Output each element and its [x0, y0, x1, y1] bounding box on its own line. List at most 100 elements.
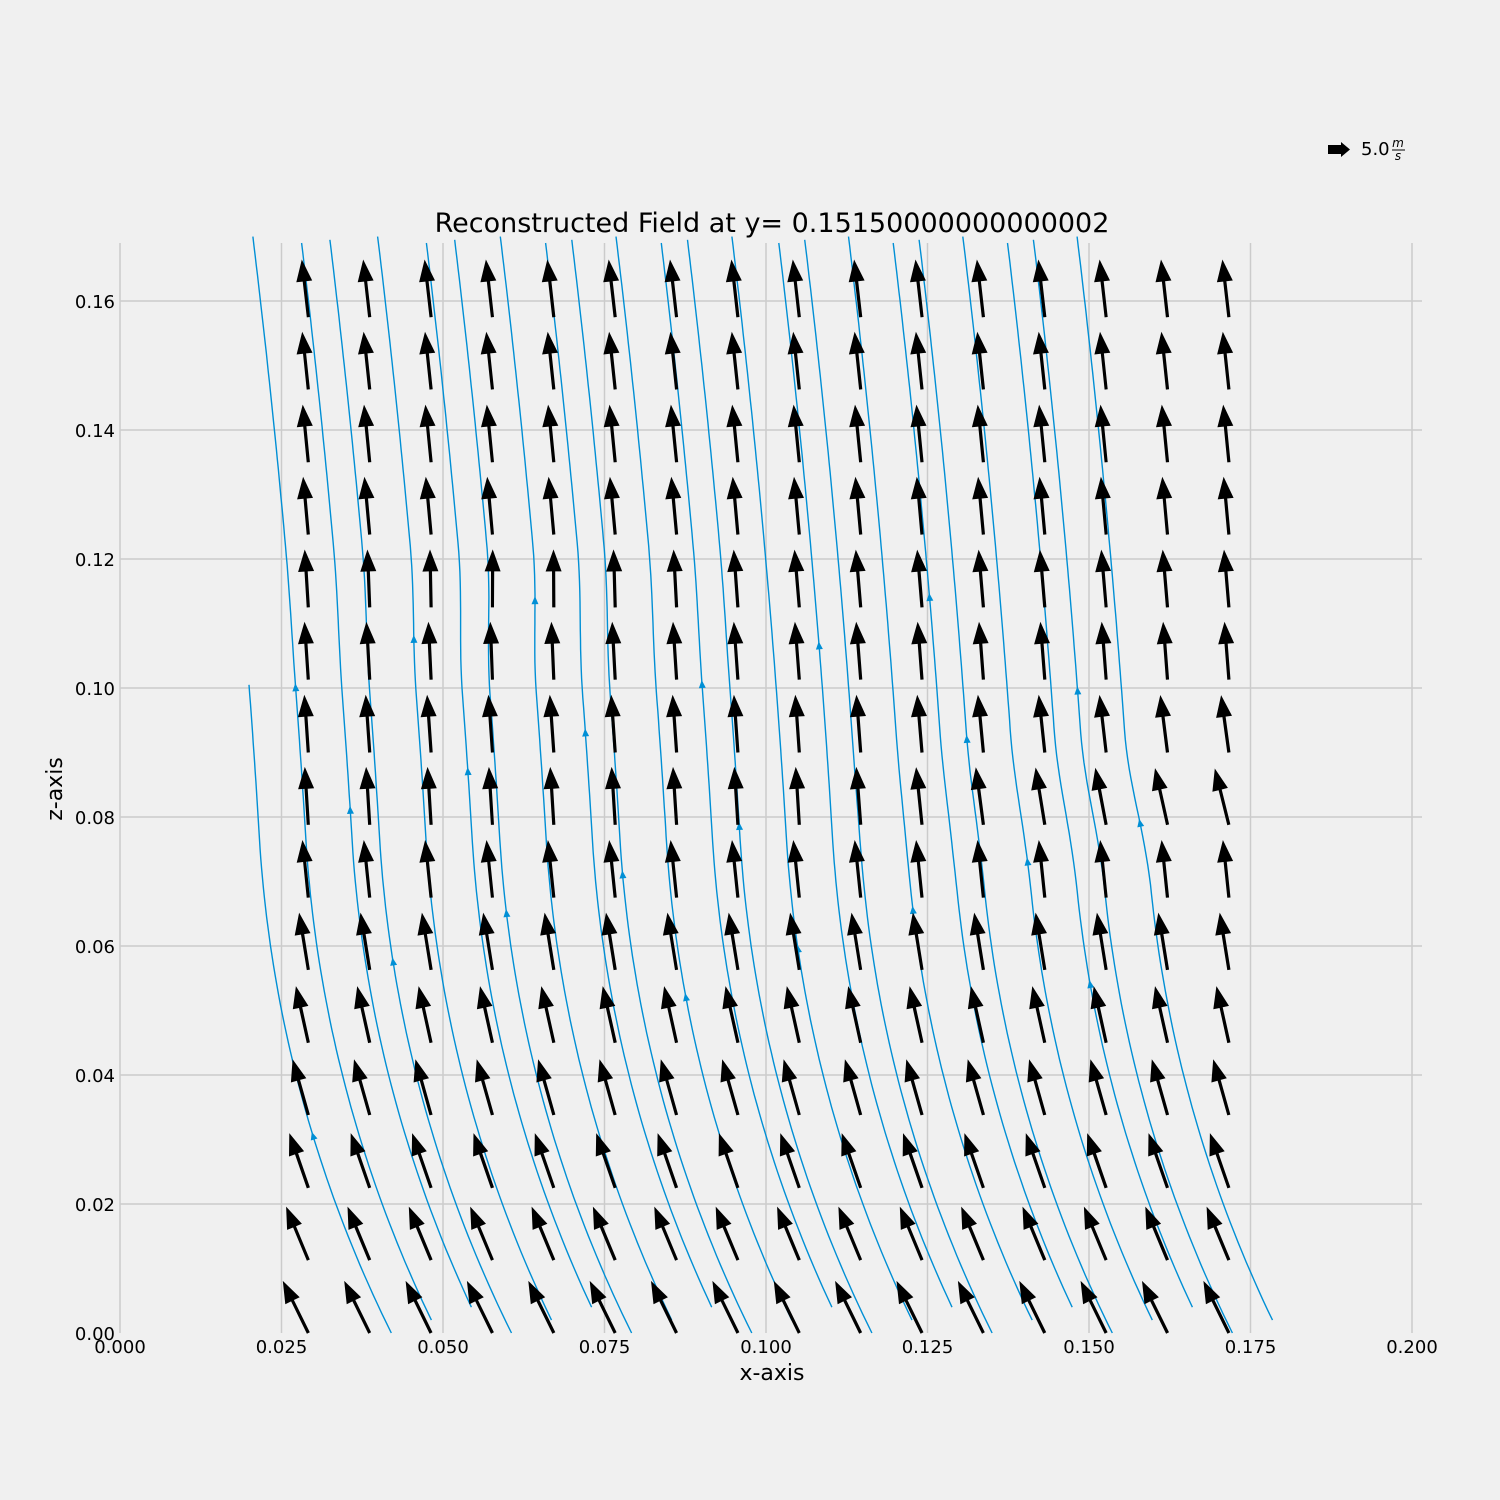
vector-arrow — [788, 621, 805, 680]
vector-arrow — [544, 621, 561, 680]
vector-arrow — [358, 476, 375, 535]
vector-arrow — [1095, 549, 1112, 608]
vector-arrow — [296, 404, 313, 463]
vector-arrow — [1142, 1280, 1169, 1334]
vector-arrow — [1156, 549, 1173, 608]
vector-arrow — [422, 549, 439, 608]
streamline — [660, 242, 833, 1308]
x-tick-labels: 0.000 0.025 0.050 0.075 0.100 0.125 0.150 0.175… — [94, 1337, 1438, 1358]
vector-arrow — [971, 331, 988, 390]
streamline — [918, 239, 1113, 1334]
vector-arrow — [787, 331, 804, 390]
vector-arrow — [1203, 1280, 1231, 1334]
y-tick-label: 0.02 — [75, 1195, 115, 1216]
vector-arrow — [1092, 912, 1109, 971]
vector-arrow — [344, 1280, 372, 1334]
vector-arrow — [297, 476, 313, 535]
vector-arrow — [542, 840, 559, 898]
vector-arrow — [605, 621, 622, 680]
vector-arrow — [849, 476, 866, 535]
vector-arrow — [1212, 768, 1231, 826]
vector-arrow — [480, 331, 497, 390]
streamline-arrowhead — [926, 592, 934, 602]
vector-arrow — [725, 259, 742, 318]
vector-arrow — [1216, 259, 1233, 318]
vector-arrow — [413, 1059, 433, 1116]
streamline-arrowhead — [1087, 980, 1095, 989]
vector-arrow — [542, 331, 558, 390]
vector-arrow — [1029, 986, 1047, 1044]
vector-arrow — [411, 1133, 433, 1189]
y-tick-labels: 0.00 0.02 0.04 0.06 0.08 0.10 0.12 0.14 0.16 — [75, 292, 115, 1345]
vector-arrow — [1094, 259, 1110, 318]
vector-arrow — [787, 840, 804, 898]
vector-arrow — [724, 912, 741, 971]
vector-arrow — [722, 986, 740, 1044]
vector-arrow — [969, 912, 986, 971]
vector-arrow — [1090, 986, 1108, 1044]
quiver-key-unit-denominator: s — [1395, 149, 1401, 163]
streamline — [778, 242, 953, 1308]
x-tick-label: 0.050 — [417, 1337, 469, 1358]
vector-arrow — [298, 549, 315, 608]
vector-arrow — [727, 766, 744, 825]
vector-arrow — [666, 694, 683, 753]
vector-arrow — [781, 1059, 801, 1116]
vector-arrow — [715, 1206, 740, 1261]
vector-arrow — [967, 986, 985, 1044]
vector-arrow — [354, 986, 372, 1044]
vector-arrow — [540, 912, 556, 971]
vector-arrow — [910, 476, 927, 535]
vector-arrow — [1156, 476, 1173, 535]
vector-arrow — [788, 476, 804, 535]
streamline — [544, 242, 713, 1308]
streamline-arrowhead — [464, 767, 472, 776]
vector-arrow — [419, 476, 436, 535]
vector-arrow — [848, 259, 865, 318]
y-tick-label: 0.04 — [75, 1066, 115, 1087]
vector-arrow — [1155, 259, 1172, 318]
vector-arrow — [1150, 1059, 1170, 1116]
vector-arrow — [292, 986, 310, 1044]
vector-arrow — [773, 1280, 801, 1334]
streamline-arrowhead — [292, 683, 300, 692]
vector-arrow — [297, 694, 314, 753]
vector-arrow — [1022, 1206, 1047, 1261]
streamline — [248, 684, 392, 1334]
vector-arrow — [1031, 912, 1047, 971]
vector-arrow — [1216, 695, 1232, 753]
vector-arrow — [478, 912, 495, 971]
streamline-arrowhead — [390, 957, 398, 966]
vector-arrow — [592, 1206, 617, 1261]
vector-arrow — [604, 694, 621, 753]
vector-arrow — [419, 331, 436, 390]
vector-arrow — [408, 1206, 433, 1261]
vector-arrow — [789, 766, 806, 825]
vector-arrow — [849, 840, 865, 898]
vector-arrow — [659, 1059, 679, 1116]
vector-arrow — [545, 549, 562, 608]
vector-arrow — [1027, 1059, 1047, 1116]
vector-arrow — [726, 476, 743, 535]
vector-arrow — [475, 1059, 494, 1116]
streamline — [804, 239, 993, 1334]
vector-arrow — [599, 986, 617, 1044]
vector-arrow — [294, 912, 311, 971]
vector-arrow — [1145, 1206, 1169, 1261]
streamline — [962, 236, 1153, 1321]
vector-arrow — [835, 1280, 863, 1334]
vector-arrow — [476, 986, 494, 1044]
vector-arrow — [1032, 259, 1049, 318]
vector-arrow — [726, 840, 743, 898]
streamline-arrowhead — [1074, 686, 1082, 695]
streamline-arrowhead — [310, 1131, 318, 1141]
vector-arrow — [779, 1133, 801, 1189]
vector-arrow — [483, 621, 500, 680]
vector-arrow — [971, 404, 988, 463]
vector-arrow — [726, 331, 743, 390]
y-tick-label: 0.00 — [75, 1324, 115, 1345]
vector-arrows — [282, 259, 1235, 1334]
vector-arrow — [605, 766, 621, 825]
x-tick-label: 0.025 — [256, 1337, 308, 1358]
vector-arrow — [480, 259, 497, 318]
